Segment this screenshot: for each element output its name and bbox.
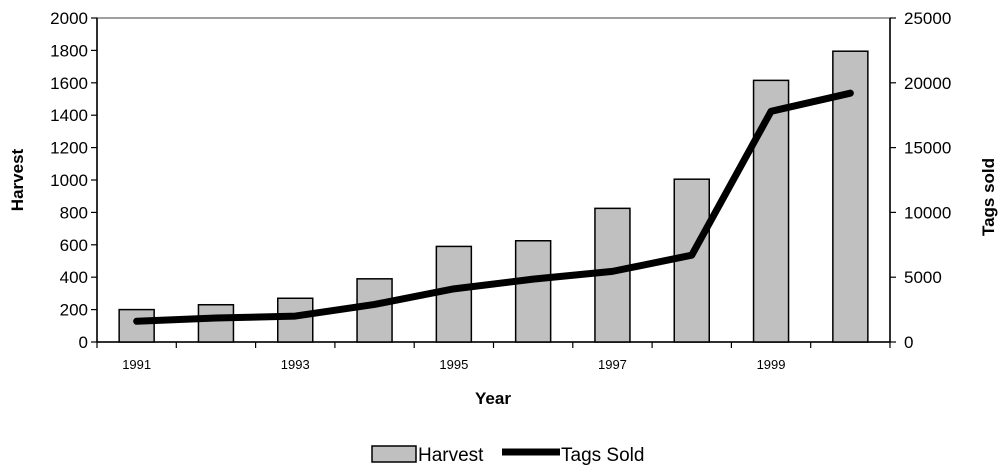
y-tick-label: 1600 [50,74,88,93]
harvest-bar [356,278,393,343]
tags-sold-point [373,302,377,306]
harvest-bar [277,297,314,343]
y-tick-label: 0 [79,333,88,352]
tags-sold-line [133,89,854,325]
tags-sold-point [214,316,218,320]
harvest-bar [197,303,235,343]
y-tick-label: 800 [60,203,88,222]
tags-sold-point [769,109,773,113]
x-axis-title: Year [475,389,511,408]
y-axis-title: Harvest [8,148,27,211]
legend-harvest-label: Harvest [418,445,484,465]
y-tick-label: 600 [60,236,88,255]
harvest-bar [514,240,552,343]
tags-sold-point [610,269,614,273]
y-tick-label: 400 [60,268,88,287]
y-tick-label: 1800 [50,41,88,60]
left-axis: 0 200 400 600 800 1000 1200 1400 1600 1800 2000 [50,9,98,352]
x-tick-label: 1997 [598,357,627,372]
tags-sold-point [135,319,139,323]
harvest-bar [832,50,869,343]
y-tick-label: 2000 [50,9,88,28]
y2-tick-label: 25000 [904,9,951,28]
tags-sold-point [690,253,694,257]
legend: Harvest Tags Sold [371,445,644,465]
y-tick-label: 1200 [50,139,88,158]
right-axis: 0 5000 10000 15000 20000 25000 [889,9,951,352]
legend-harvest-swatch [371,445,417,463]
x-tick-label: 1991 [122,357,151,372]
y2-tick-label: 10000 [904,203,951,222]
y-tick-label: 200 [60,301,88,320]
y-tick-label: 1400 [50,106,88,125]
harvest-bars [118,50,869,343]
y-tick-label: 1000 [50,171,88,190]
x-tick-label: 1999 [757,357,786,372]
tags-sold-point [293,314,297,318]
legend-tags-sold-label: Tags Sold [561,445,644,465]
x-tick-label: 1993 [281,357,310,372]
y2-tick-label: 5000 [904,268,942,287]
tags-sold-point [452,287,456,291]
tags-sold-point [848,91,852,95]
harvest-bar [673,178,710,343]
tags-sold-point [531,277,535,281]
y2-axis-title: Tags sold [979,158,998,236]
y2-tick-label: 15000 [904,139,951,158]
y2-tick-label: 0 [904,333,913,352]
y2-tick-label: 20000 [904,74,951,93]
harvest-bar [752,79,790,343]
x-tick-label: 1995 [439,357,468,372]
harvest-bar [118,308,155,343]
tags-sold-line-series [133,89,854,325]
x-axis: 1991 1993 1995 1997 1999 [96,341,891,372]
